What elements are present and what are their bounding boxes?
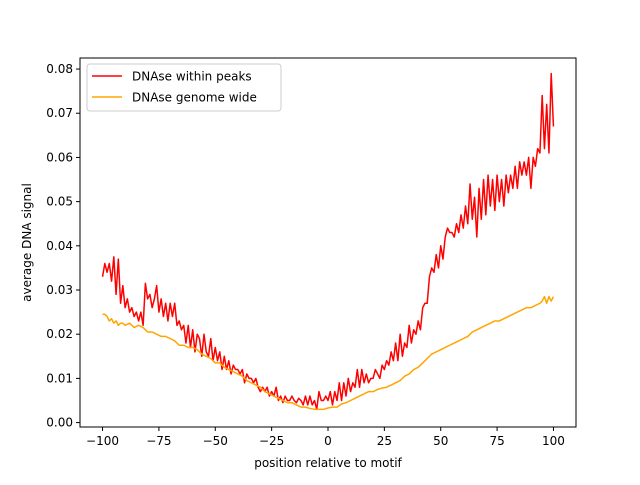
x-tick-label: −75: [146, 434, 171, 448]
x-axis-label: position relative to motif: [254, 456, 402, 470]
y-tick-label: 0.06: [46, 150, 73, 164]
x-tick-label: 75: [489, 434, 504, 448]
x-tick-label: −50: [203, 434, 228, 448]
y-tick-label: 0.05: [46, 195, 73, 209]
y-tick-label: 0.03: [46, 283, 73, 297]
y-tick-label: 0.04: [46, 239, 73, 253]
y-axis: 0.00 0.01 0.02 0.03 0.04 0.05 0.06 0.07 0.08: [46, 62, 80, 430]
y-tick-label: 0.02: [46, 327, 73, 341]
x-tick-label: 25: [377, 434, 392, 448]
y-tick-label: 0.08: [46, 62, 73, 76]
x-tick-label: 100: [542, 434, 565, 448]
series-line-genome-wide: [102, 295, 555, 411]
x-axis: −100 −75 −50 −25 0 25 50 75 100: [86, 427, 565, 448]
legend-box: [86, 63, 282, 112]
y-tick-label: 0.01: [46, 371, 73, 385]
x-tick-label: 0: [324, 434, 332, 448]
y-tick-label: 0.07: [46, 106, 73, 120]
series-line-within-peaks: [101, 72, 555, 411]
x-tick-label: 50: [433, 434, 448, 448]
legend: DNAse within peaks DNAse genome wide: [86, 63, 282, 112]
x-tick-label: −100: [86, 434, 119, 448]
series-layer: [101, 72, 555, 411]
x-tick-label: −25: [259, 434, 284, 448]
y-tick-label: 0.00: [46, 416, 73, 430]
y-axis-label: average DNA signal: [20, 183, 34, 302]
legend-label-within-peaks: DNAse within peaks: [132, 70, 252, 84]
legend-label-genome-wide: DNAse genome wide: [132, 91, 257, 105]
